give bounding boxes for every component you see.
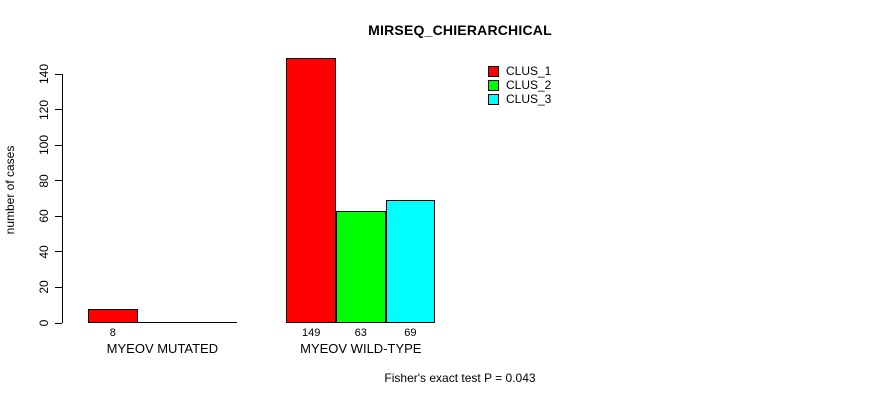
y-axis-tick: [55, 73, 62, 75]
y-tick-label: 100: [37, 135, 51, 156]
y-tick-label: 20: [37, 280, 51, 295]
category-label-myeov-wild-type: MYEOV WILD-TYPE: [300, 341, 422, 356]
legend: CLUS_1 CLUS_2 CLUS_3: [488, 64, 551, 106]
chart-title: MIRSEQ_CHIERARCHICAL: [368, 22, 552, 38]
y-axis-tick: [55, 109, 62, 111]
legend-swatch-clus-3: [488, 93, 499, 105]
y-axis-tick: [55, 215, 62, 217]
y-tick-label: 120: [37, 99, 51, 120]
legend-swatch-clus-1: [488, 65, 499, 77]
bar-clus-2-myeov-wild-type: [336, 210, 386, 323]
legend-label: CLUS_1: [506, 64, 552, 78]
y-axis-tick: [55, 251, 62, 253]
legend-swatch-clus-2: [488, 79, 499, 91]
bar-clus-1-myeov-mutated: [88, 308, 138, 323]
bar-value-label: 63: [354, 327, 367, 339]
category-label-myeov-mutated: MYEOV MUTATED: [106, 341, 219, 356]
legend-entry-clus-2: CLUS_2: [488, 78, 551, 92]
y-tick-label: 80: [37, 174, 51, 188]
y-axis-tick: [55, 286, 62, 288]
y-axis-line: [62, 74, 63, 323]
legend-entry-clus-1: CLUS_1: [488, 64, 551, 78]
bar-value-label: 149: [302, 327, 321, 339]
y-tick-label: 60: [37, 209, 51, 223]
bar-clus-3-myeov-wild-type: [385, 200, 436, 323]
y-tick-label: 140: [37, 63, 51, 85]
bar-clus-1-myeov-wild-type: [286, 57, 336, 323]
group-baseline: [88, 322, 237, 323]
y-tick-label: 0: [37, 319, 51, 327]
y-axis-tick: [55, 180, 62, 182]
bar-value-label: 69: [404, 327, 417, 339]
legend-entry-clus-3: CLUS_3: [488, 92, 551, 106]
y-tick-label: 40: [37, 245, 51, 259]
legend-label: CLUS_2: [506, 78, 552, 92]
bar-value-label: 8: [109, 327, 116, 339]
y-axis-tick: [55, 144, 62, 146]
y-axis-label: number of cases: [3, 145, 17, 235]
legend-label: CLUS_3: [506, 92, 552, 106]
annotation-text: Fisher's exact test P = 0.043: [384, 371, 536, 385]
y-axis-tick: [55, 322, 62, 324]
